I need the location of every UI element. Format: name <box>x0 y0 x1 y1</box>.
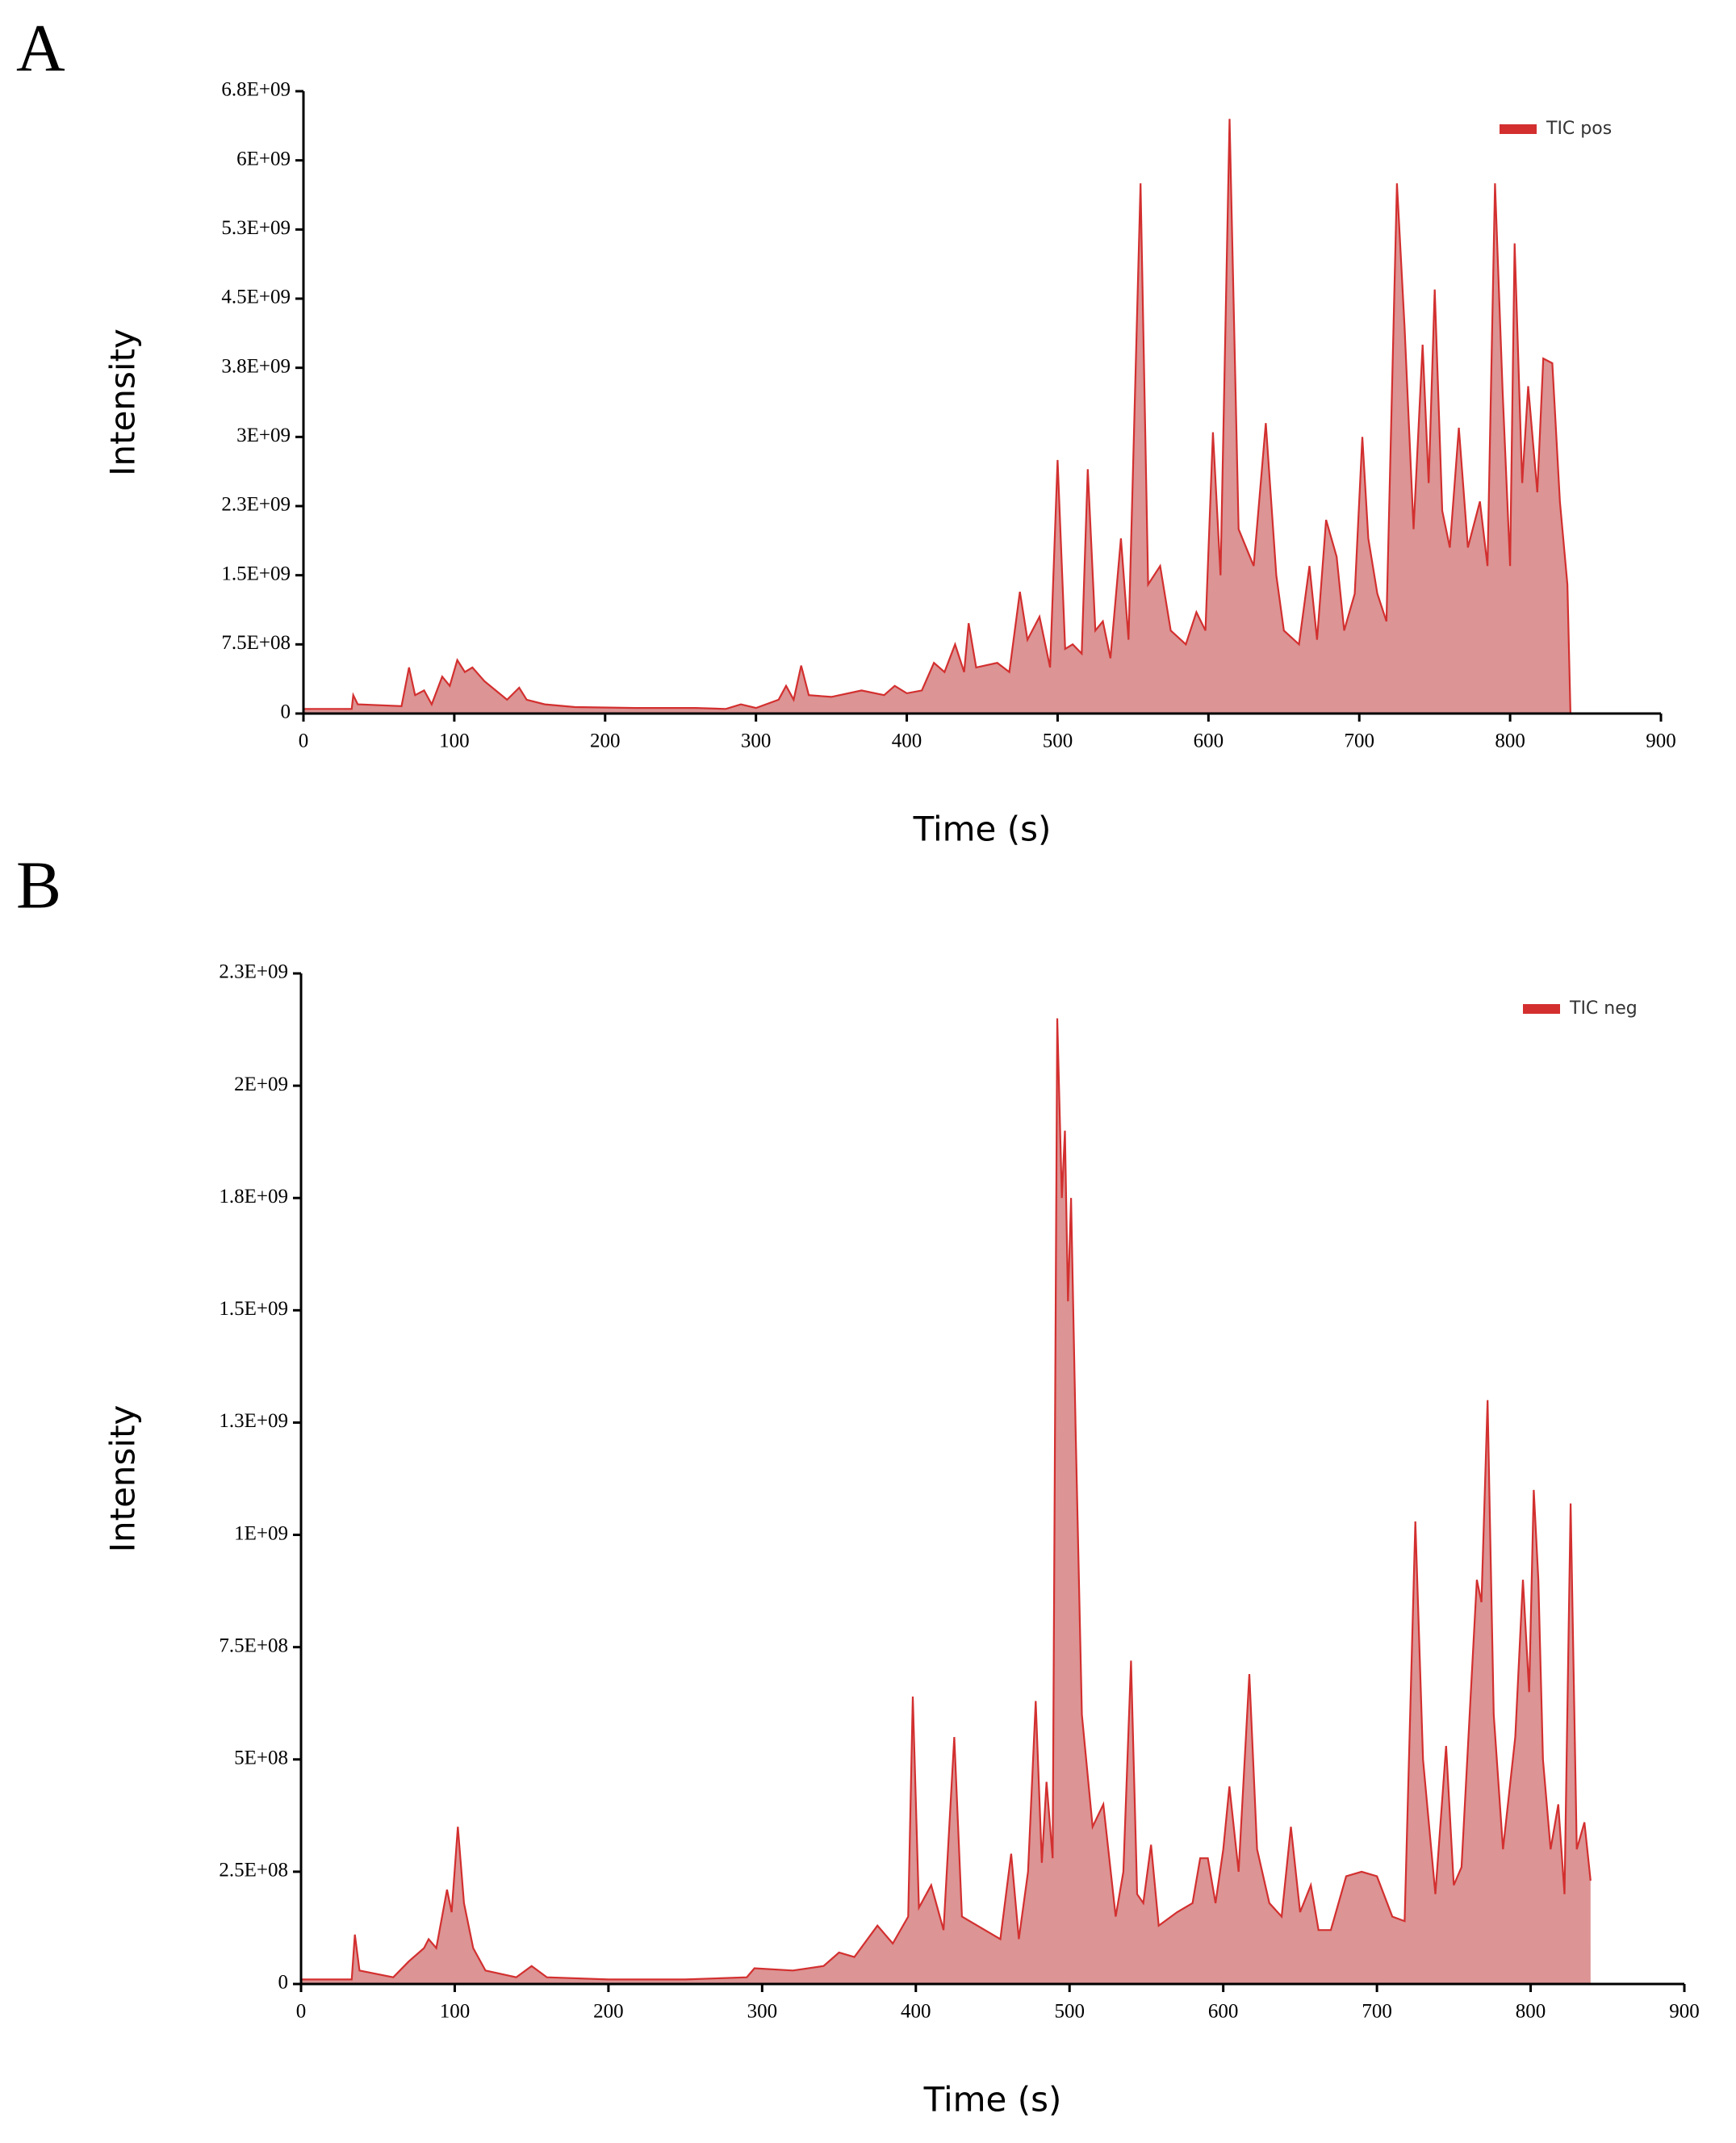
x-tick-label: 500 <box>1054 2001 1085 2023</box>
x-tick-label: 400 <box>892 730 922 752</box>
y-axis-title: Intensity <box>103 329 143 476</box>
x-tick-label: 900 <box>1669 2001 1700 2023</box>
x-tick-label: 500 <box>1043 730 1073 752</box>
y-tick-label: 4.5E+09 <box>221 287 291 308</box>
x-tick-label: 800 <box>1495 730 1525 752</box>
y-tick-label: 1.5E+09 <box>219 1298 288 1320</box>
legend-label: TIC neg <box>1569 998 1638 1019</box>
x-tick-label: 400 <box>901 2001 931 2023</box>
legend-swatch <box>1500 124 1537 134</box>
x-tick-label: 900 <box>1646 730 1676 752</box>
y-tick-label: 0 <box>278 1972 289 1994</box>
x-tick-label: 100 <box>440 2001 471 2023</box>
y-tick-label: 2E+09 <box>234 1074 288 1095</box>
line <box>303 119 1571 714</box>
y-tick-label: 3E+09 <box>236 425 291 446</box>
legend-label: TIC pos <box>1546 119 1612 139</box>
x-tick-label: 0 <box>296 2001 307 2023</box>
y-tick-label: 3.8E+09 <box>221 355 291 377</box>
y-axis-title: Intensity <box>103 1405 143 1553</box>
panel-label: B <box>16 848 61 923</box>
y-tick-label: 1.5E+09 <box>221 563 291 584</box>
area-fill <box>301 1018 1591 1984</box>
x-tick-label: 200 <box>593 2001 624 2023</box>
x-tick-label: 700 <box>1344 730 1374 752</box>
legend-swatch <box>1523 1004 1560 1014</box>
y-tick-label: 2.5E+08 <box>219 1860 288 1881</box>
y-tick-label: 6E+09 <box>236 148 291 170</box>
x-tick-label: 0 <box>299 730 309 752</box>
x-tick-label: 600 <box>1194 730 1224 752</box>
y-tick-label: 5.3E+09 <box>221 217 291 239</box>
panel-label: A <box>16 10 65 86</box>
y-tick-label: 0 <box>281 701 291 723</box>
x-tick-label: 700 <box>1362 2001 1392 2023</box>
x-axis-title: Time (s) <box>913 810 1052 849</box>
area-fill <box>303 119 1571 714</box>
x-tick-label: 800 <box>1516 2001 1546 2023</box>
y-tick-label: 1.3E+09 <box>219 1410 288 1432</box>
x-tick-label: 100 <box>439 730 470 752</box>
x-tick-label: 300 <box>741 730 772 752</box>
y-tick-label: 7.5E+08 <box>219 1634 288 1656</box>
y-tick-label: 2.3E+09 <box>221 494 291 516</box>
x-tick-label: 600 <box>1208 2001 1239 2023</box>
line <box>301 1018 1592 1981</box>
x-axis-title: Time (s) <box>923 2080 1062 2120</box>
x-tick-label: 300 <box>747 2001 778 2023</box>
y-tick-label: 1E+09 <box>234 1522 288 1544</box>
x-tick-label: 200 <box>590 730 621 752</box>
y-tick-label: 2.3E+09 <box>219 961 288 983</box>
y-tick-label: 5E+08 <box>234 1747 288 1769</box>
y-tick-label: 7.5E+08 <box>221 632 291 654</box>
y-tick-label: 1.8E+09 <box>219 1186 288 1208</box>
y-tick-label: 6.8E+09 <box>221 79 291 101</box>
